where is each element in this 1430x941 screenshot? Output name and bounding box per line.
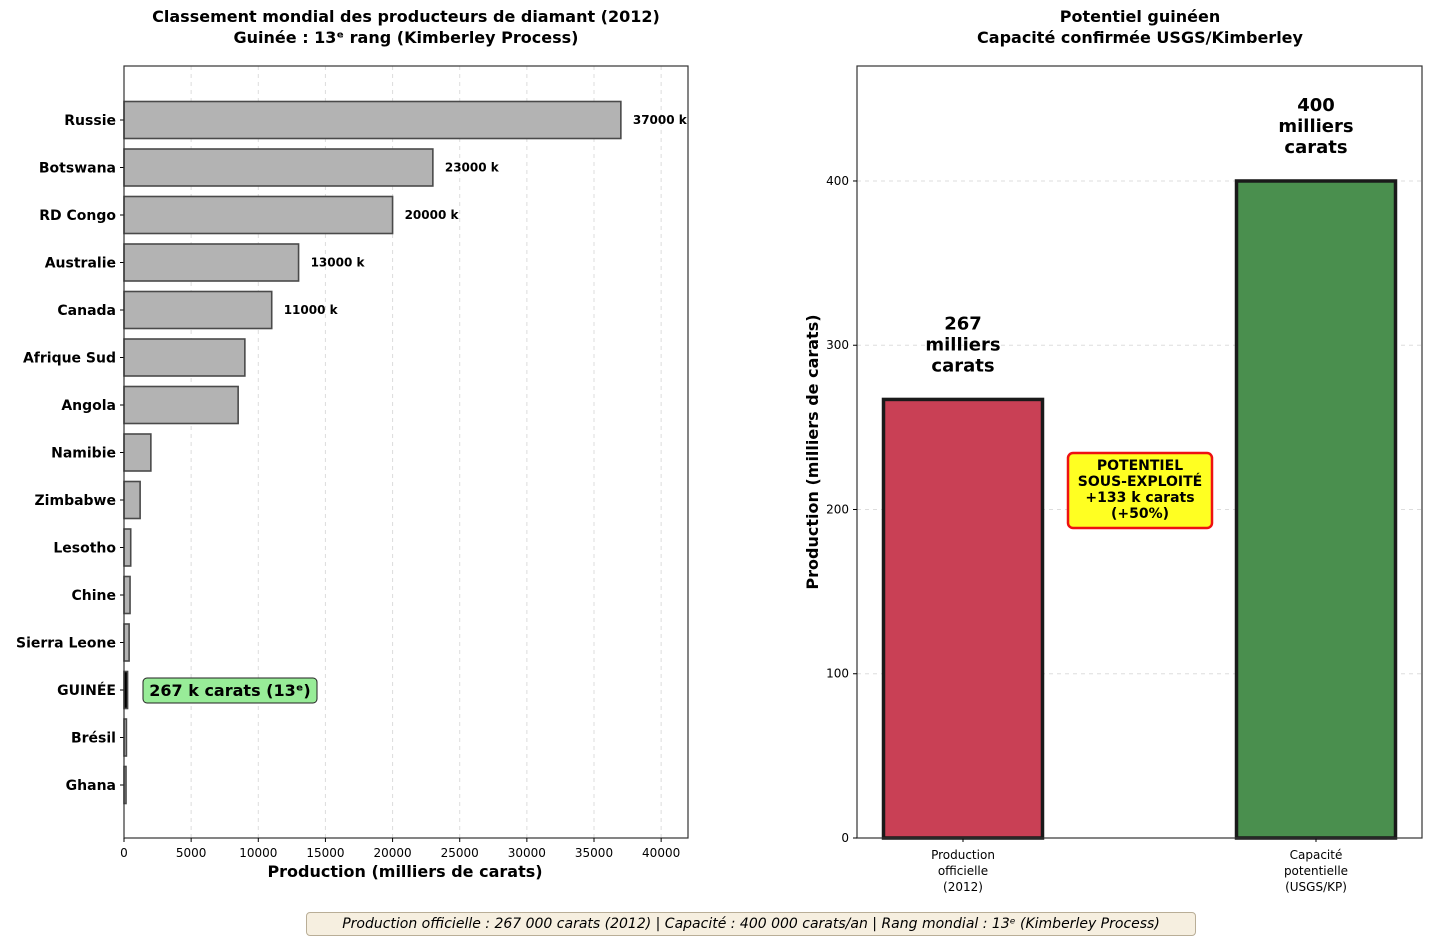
bar-chine: [123, 575, 131, 615]
potentiel-annotation-box: [1066, 451, 1214, 530]
potentiel-annotation-line-1: SOUS-EXPLOITÉ: [1078, 473, 1203, 490]
y-tick-label-r-1: 100: [826, 667, 849, 681]
category-label-1: Botswana: [39, 161, 116, 177]
x-tick-label-4: 20000: [373, 846, 411, 860]
category-label-5: Afrique Sud: [23, 351, 116, 367]
category-label-13: Brésil: [71, 731, 116, 747]
x-tick-label-0: 0: [120, 846, 128, 860]
bar-production-officielle: [881, 397, 1045, 840]
bar-rd-congo: [123, 195, 394, 235]
value-label-4: 11000 k: [284, 303, 339, 317]
category-label-0: Russie: [64, 113, 116, 129]
bar-zimbabwe: [123, 480, 141, 520]
right-chart-subtitle: Capacité confirmée USGS/Kimberley: [977, 28, 1303, 47]
bar-australie: [123, 243, 300, 282]
right-y-axis-label: Production (milliers de carats): [803, 314, 822, 589]
value-label-0-line-1: milliers: [925, 334, 1000, 355]
value-label-0: 37000 k: [633, 113, 688, 127]
right-chart-title: Potentiel guinéen: [1060, 7, 1220, 26]
bar-afrique-sud: [123, 338, 246, 377]
value-label-2: 20000 k: [405, 208, 460, 222]
bar-lesotho: [123, 528, 132, 567]
left-x-axis-label: Production (milliers de carats): [267, 862, 542, 881]
value-label-1-line-1: milliers: [1278, 116, 1353, 137]
footer-note: Production officielle : 267 000 carats (…: [306, 912, 1196, 936]
y-tick-label-r-3: 300: [826, 338, 849, 352]
bar-namibie: [123, 433, 152, 472]
potentiel-annotation-line-0: POTENTIEL: [1097, 458, 1183, 474]
y-tick-label-r-0: 0: [841, 831, 849, 845]
bar-botswana: [123, 148, 434, 187]
value-label-1-line-2: carats: [1284, 137, 1347, 158]
category-label-7: Namibie: [51, 446, 116, 462]
category-label-4: Canada: [57, 303, 116, 319]
x-tick-label-1: 5000: [176, 846, 207, 860]
left-chart-title: Classement mondial des producteurs de di…: [152, 7, 660, 26]
potentiel-annotation-line-2: +133 k carats: [1085, 490, 1194, 506]
category-label-r-0-line-1: officielle: [938, 864, 988, 878]
x-tick-label-7: 35000: [575, 846, 613, 860]
category-label-3: Australie: [45, 256, 116, 272]
right-plot-frame: [856, 65, 1423, 839]
value-label-1-line-0: 400: [1297, 95, 1335, 116]
category-label-14: Ghana: [66, 778, 116, 794]
category-label-r-0-line-2: (2012): [943, 880, 983, 894]
potentiel-annotation-line-3: (+50%): [1111, 506, 1169, 522]
left-chart-subtitle: Guinée : 13ᵉ rang (Kimberley Process): [234, 28, 579, 47]
left-plot-frame: [123, 65, 689, 839]
value-label-0-line-0: 267: [944, 313, 982, 334]
bar-canada: [123, 290, 273, 330]
category-label-8: Zimbabwe: [35, 493, 116, 509]
category-label-12: GUINÉE: [57, 682, 116, 699]
x-tick-label-3: 15000: [306, 846, 344, 860]
category-label-r-1-line-2: (USGS/KP): [1285, 880, 1347, 894]
guinee-annotation-text: 267 k carats (13ᵉ): [149, 681, 310, 700]
bar-russie: [123, 100, 622, 140]
value-label-0-line-2: carats: [931, 355, 994, 376]
category-label-r-1-line-0: Capacité: [1290, 848, 1343, 862]
value-label-3: 13000 k: [311, 256, 366, 270]
bar-capacite-potentielle: [1234, 179, 1398, 840]
value-label-1: 23000 k: [445, 161, 500, 175]
y-tick-label-r-2: 200: [826, 502, 849, 516]
category-label-6: Angola: [61, 398, 116, 414]
bar-angola: [123, 385, 239, 425]
guinee-annotation-box: [142, 677, 318, 704]
x-tick-label-6: 30000: [508, 846, 546, 860]
y-tick-label-r-4: 400: [826, 174, 849, 188]
x-tick-label-2: 10000: [239, 846, 277, 860]
category-label-10: Chine: [71, 588, 116, 604]
category-label-2: RD Congo: [39, 208, 116, 224]
x-tick-label-5: 25000: [441, 846, 479, 860]
x-tick-label-8: 40000: [642, 846, 680, 860]
category-label-11: Sierra Leone: [16, 636, 116, 652]
bar-sierra-leone: [123, 623, 130, 662]
category-label-9: Lesotho: [53, 541, 116, 557]
category-label-r-0-line-0: Production: [931, 848, 995, 862]
category-label-r-1-line-1: potentielle: [1284, 864, 1348, 878]
